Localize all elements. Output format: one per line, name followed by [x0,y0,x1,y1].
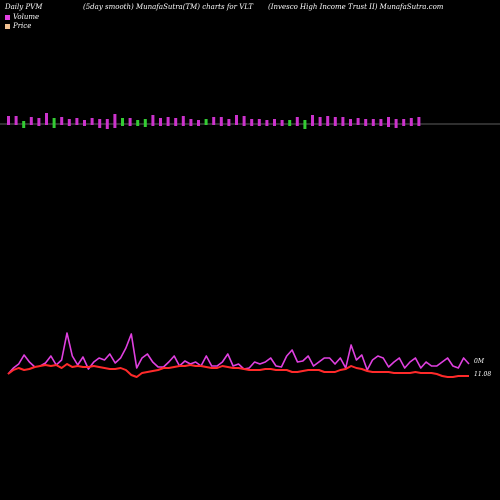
chart-title: (5day smooth) MunafaSutra(TM) charts for… [83,3,253,11]
legend-price-label: Price [13,22,32,30]
price-series-magenta [7,332,470,375]
volume-bars [7,113,421,129]
volume-bar [379,119,383,126]
volume-bar [227,119,231,126]
volume-bar [341,117,345,126]
volume-bar [349,119,352,126]
volume-bar [113,114,117,128]
volume-bar [143,119,147,127]
volume-bar [197,120,200,126]
volume-bar [265,120,269,126]
volume-bar [387,117,390,127]
volume-bar [136,120,140,126]
volume-bar [166,117,170,126]
volume-bar [356,118,360,125]
volume-bar [22,121,26,128]
price-lines [7,332,470,378]
volume-bar [105,119,109,129]
volume-bar [7,116,10,125]
volume-bar [121,118,124,126]
volume-bar [394,119,398,128]
volume-bar [318,117,322,126]
volume-bar [174,118,178,126]
volume-bar [250,119,254,126]
volume-bar [83,120,86,126]
volume-bar [273,119,276,126]
volume-bar [311,115,314,126]
volume-bar [303,120,307,129]
volume-bar [159,118,162,126]
instrument-name: (Invesco High Income Trust II) MunafaSut… [268,3,444,11]
legend-price: Price [5,22,31,30]
legend-volume-swatch [5,14,10,20]
legend-price-swatch [5,23,10,29]
volume-bar [52,118,56,128]
volume-bar [326,116,330,126]
volume-bar [402,119,406,126]
volume-bar [212,117,216,125]
volume-bar [90,118,94,125]
volume-bar [45,113,48,125]
volume-bar [29,117,33,125]
volume-bar [364,119,368,126]
volume-bar [295,117,299,126]
volume-bar [67,119,71,126]
volume-bar [151,115,155,126]
price-series-red [7,363,469,378]
volume-bar [75,118,79,125]
legend-volume: Volume [5,13,39,21]
volume-bar [409,118,413,126]
volume-bar [257,119,261,126]
volume-bar [189,119,193,126]
price-end-label: 11.08 [474,371,491,378]
volume-end-label: 0M [474,358,485,365]
volume-bar [37,118,41,126]
volume-bar [219,117,223,126]
volume-bar [128,118,132,126]
volume-bar [288,120,292,126]
volume-bar [280,120,284,126]
volume-bar [14,116,18,125]
volume-bar [60,117,64,125]
volume-bar [204,119,208,125]
volume-bar [333,117,337,126]
legend-volume-label: Volume [13,13,40,21]
volume-bar [371,119,375,126]
volume-bar [242,116,246,126]
volume-bar [98,119,102,128]
volume-bar [235,115,238,125]
chart-period-label: Daily PVM [5,3,43,11]
volume-bar [417,117,421,126]
volume-bar [181,116,185,126]
